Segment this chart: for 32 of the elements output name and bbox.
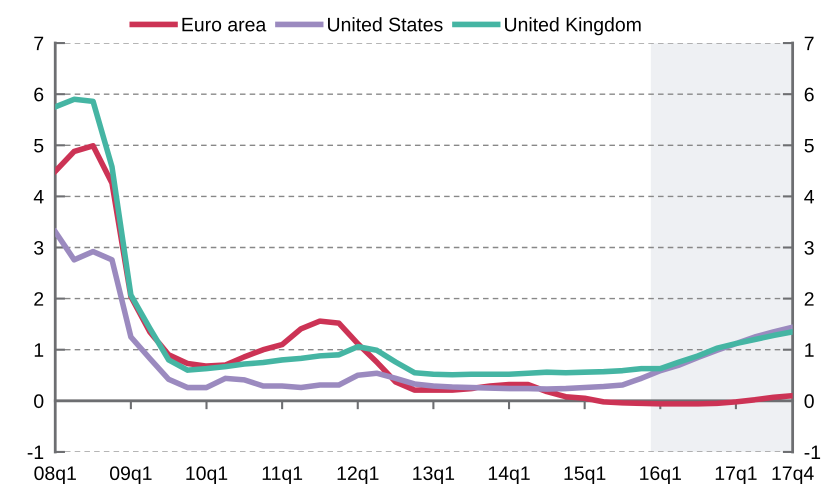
legend-label: United States [328, 17, 443, 32]
y2-tick-label: 6 [804, 88, 814, 102]
x-tick-label: 13q1 [413, 466, 454, 484]
legend-label: United Kingdom [505, 17, 641, 36]
x-tick-label: 10q1 [186, 466, 228, 484]
y2-tick-label: 4 [804, 190, 814, 204]
y2-tick-label: 3 [804, 240, 814, 255]
y-tick-label: 1 [34, 343, 44, 357]
y-tick-label: 7 [34, 36, 44, 50]
y-tick-label: 2 [34, 292, 44, 306]
y-tick-label: 0 [34, 394, 44, 408]
x-tick-label: 17q4 [772, 466, 814, 484]
x-tick-label: 14q1 [488, 466, 530, 484]
x-tick-label: 15q1 [564, 466, 606, 484]
y2-tick-label: -1 [804, 446, 820, 459]
y2-tick-label: 5 [804, 138, 814, 153]
y-tick-label: 4 [34, 190, 44, 204]
y2-tick-label: 2 [804, 292, 814, 306]
legend-label: Euro area [182, 18, 266, 32]
x-tick-label: 17q1 [716, 466, 757, 484]
x-tick-label: 08q1 [34, 466, 76, 484]
y2-tick-label: 0 [804, 394, 814, 408]
x-tick-label: 16q1 [640, 466, 681, 484]
y-tick-label: 5 [34, 138, 44, 153]
y-tick-label: -1 [28, 446, 44, 459]
y2-tick-label: 7 [804, 36, 814, 50]
x-tick-label: 12q1 [338, 466, 378, 484]
x-tick-label: 09q1 [110, 466, 152, 484]
x-tick-label: 11q1 [262, 466, 302, 484]
y-tick-label: 6 [34, 88, 44, 102]
y2-tick-label: 1 [805, 343, 814, 357]
y-tick-label: 3 [34, 240, 44, 255]
